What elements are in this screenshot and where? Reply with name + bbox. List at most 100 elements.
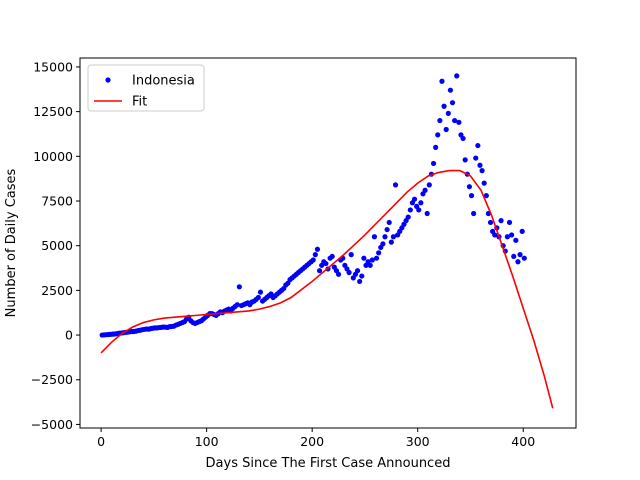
data-point [407,207,413,213]
data-point [509,232,515,238]
data-point [424,210,430,217]
data-point [354,268,361,274]
data-point [445,110,451,117]
data-point [357,278,363,285]
data-point [452,117,458,124]
data-point [257,289,264,295]
series-0-markers [99,73,527,338]
data-point [439,78,445,84]
data-point [433,144,439,150]
data-point [335,271,342,277]
data-point [234,302,240,308]
x-tick-label: 400 [511,434,535,449]
data-point [316,268,323,274]
plot-area [99,73,554,409]
data-point [382,234,388,240]
data-point [422,187,428,193]
data-point [359,273,365,279]
data-point [521,255,527,261]
data-point [487,219,494,226]
data-point [255,294,261,301]
data-point [449,100,456,106]
data-point [416,207,422,213]
data-point [468,193,475,199]
data-point [447,87,454,93]
data-point [506,219,513,226]
y-tick-label: −5000 [31,417,73,432]
data-point [390,234,397,240]
data-point [388,239,394,245]
legend-label-1: Fit [132,95,147,110]
data-point [405,214,411,220]
data-point [236,284,242,290]
data-point [323,260,329,267]
data-point [310,257,316,263]
y-tick-label: −2500 [31,372,73,387]
data-point [411,196,418,202]
data-point [367,262,373,268]
data-point [454,73,460,79]
data-point [479,168,485,174]
data-point [418,200,424,206]
data-point [462,157,468,163]
y-tick-label: 7500 [41,193,73,208]
y-tick-label: 5000 [41,238,73,253]
x-tick-label: 300 [406,434,430,449]
data-point [371,234,378,240]
y-tick-label: 0 [65,328,73,343]
data-point [386,219,392,226]
data-point [517,252,523,258]
data-point [498,218,504,224]
plot-content [99,73,554,409]
data-point [437,117,443,124]
data-point [435,132,441,138]
data-point [481,180,487,186]
data-point [430,160,437,167]
x-tick-label: 100 [195,434,219,449]
data-point [348,252,354,258]
data-point [329,253,335,260]
data-point [373,255,380,261]
data-point [473,155,479,161]
data-point [392,182,399,188]
data-point [515,259,521,265]
legend-marker-0 [105,77,111,83]
x-tick-label: 0 [97,434,105,449]
data-point [380,241,386,247]
data-point [369,257,375,263]
data-point [511,253,517,260]
legend: Indonesia Fit [87,64,205,112]
legend-box [87,64,205,112]
data-point [475,142,481,149]
fit-line [100,169,554,409]
data-point [443,126,449,133]
data-point [441,103,447,109]
data-point [426,182,432,188]
x-tick-label: 200 [300,434,324,449]
data-point [376,250,382,256]
axes-frame [79,57,577,429]
data-point [483,193,489,199]
data-point [456,119,462,125]
axes: 0 100 200 300 400 −5000 −2500 0 2500 5000 7500 1000… [31,57,577,449]
x-axis-label: Days Since The First Case Announced [206,456,451,471]
y-tick-label: 15000 [33,59,73,74]
data-point [466,184,473,190]
y-axis-label: Number of Daily Cases [4,168,19,317]
data-point [346,269,352,276]
data-point [384,226,390,233]
y-tick-label: 10000 [33,149,73,164]
data-point [513,237,519,243]
legend-label-0: Indonesia [132,74,195,89]
data-point [477,162,483,168]
y-tick-label: 12500 [33,104,73,119]
data-point [519,228,525,234]
data-point [492,232,498,238]
data-point [314,246,321,252]
y-tick-label: 2500 [41,283,73,298]
data-point [504,234,511,240]
data-point [361,255,367,261]
data-point [312,252,318,258]
